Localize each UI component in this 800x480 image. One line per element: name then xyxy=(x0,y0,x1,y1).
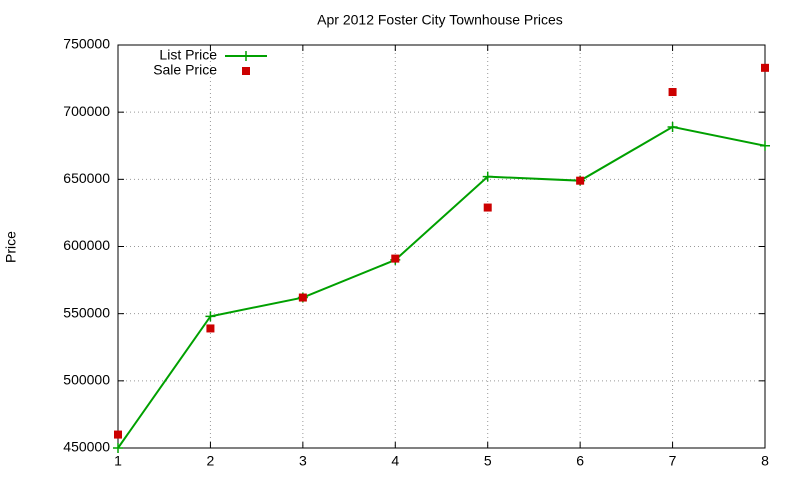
point xyxy=(667,121,678,132)
x-tick-label: 3 xyxy=(299,453,307,469)
legend-marker xyxy=(241,51,251,61)
point xyxy=(391,254,400,263)
point xyxy=(113,443,123,453)
x-tick-label: 2 xyxy=(207,453,215,469)
point xyxy=(668,88,677,97)
y-tick-label: 650000 xyxy=(63,170,110,186)
x-tick-label: 7 xyxy=(669,453,677,469)
legend-marker xyxy=(242,67,250,75)
chart-title: Apr 2012 Foster City Townhouse Prices xyxy=(317,12,563,28)
legend-label: List Price xyxy=(159,47,217,63)
y-tick-label: 550000 xyxy=(63,304,110,320)
plot-frame xyxy=(117,44,766,449)
y-tick-label: 450000 xyxy=(63,439,110,455)
point xyxy=(205,311,216,322)
x-tick-label: 1 xyxy=(114,453,122,469)
x-tick-label: 8 xyxy=(761,453,769,469)
point xyxy=(761,63,769,72)
y-tick-label: 600000 xyxy=(63,237,110,253)
y-tick-label: 500000 xyxy=(63,372,110,388)
point xyxy=(576,176,585,185)
legend-label: Sale Price xyxy=(153,62,217,78)
y-tick-label: 700000 xyxy=(63,103,110,119)
point xyxy=(482,171,493,182)
point xyxy=(483,203,492,212)
point xyxy=(760,140,770,151)
x-tick-label: 6 xyxy=(576,453,584,469)
x-tick-label: 5 xyxy=(484,453,492,469)
y-tick-label: 750000 xyxy=(63,36,110,52)
point xyxy=(298,293,307,302)
y-axis-label: Price xyxy=(3,231,19,263)
line xyxy=(117,125,766,449)
point xyxy=(114,430,122,439)
point xyxy=(206,324,215,333)
x-tick-label: 4 xyxy=(391,453,399,469)
